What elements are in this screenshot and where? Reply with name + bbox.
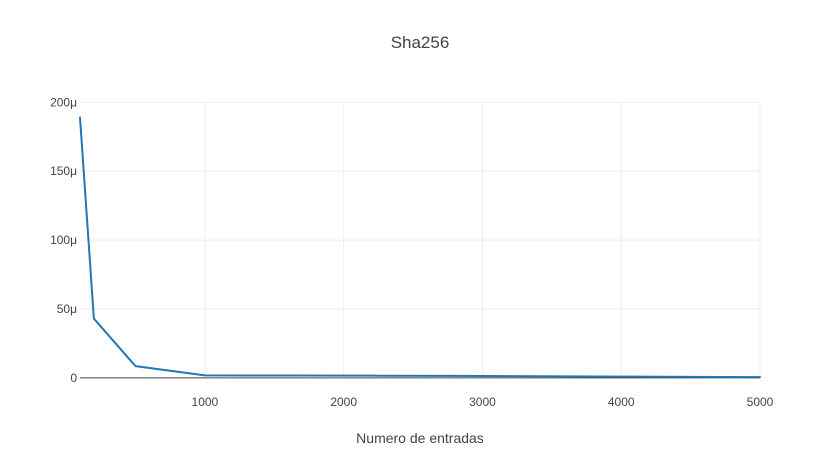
x-tick-label: 1000 (192, 395, 219, 409)
series-line (79, 116, 761, 379)
y-tick-label: 0 (70, 371, 77, 385)
grid-lines (80, 101, 761, 379)
y-tick-label: 50μ (57, 302, 77, 316)
series-layer (79, 116, 761, 379)
x-tick-label: 5000 (747, 395, 774, 409)
x-tick-label: 2000 (330, 395, 357, 409)
x-tick-label: 4000 (608, 395, 635, 409)
y-tick-label: 200μ (50, 95, 77, 109)
tick-labels: 1000 2000 3000 4000 5000 0 50μ 100μ 150μ 200μ (50, 95, 774, 409)
y-tick-label: 150μ (50, 164, 77, 178)
chart-title: Sha256 (390, 33, 450, 52)
x-axis-label: Numero de entradas (356, 430, 484, 446)
x-tick-label: 3000 (469, 395, 496, 409)
y-tick-label: 100μ (50, 233, 77, 247)
